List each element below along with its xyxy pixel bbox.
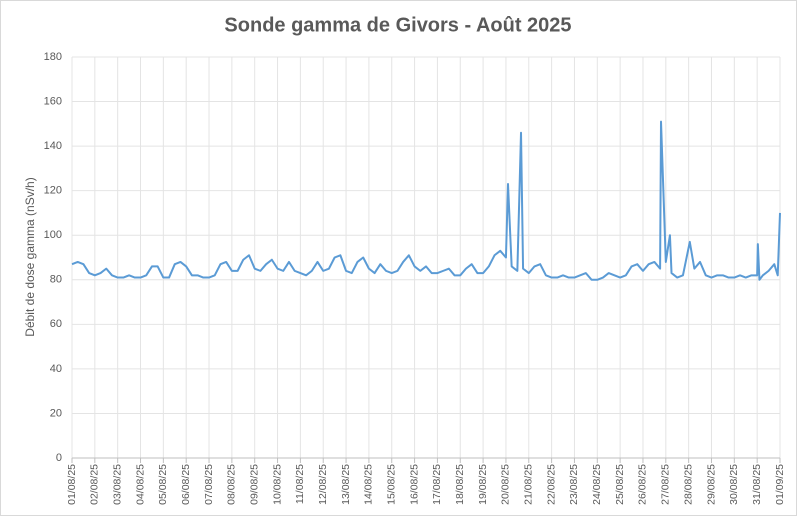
y-tick-label: 20	[50, 407, 62, 419]
data-line	[71, 120, 781, 281]
x-tick-label: 07/08/25	[203, 464, 215, 505]
x-tick-label: 06/08/25	[180, 464, 192, 505]
x-tick-label: 10/08/25	[271, 464, 283, 505]
x-tick-label: 11/08/25	[294, 464, 306, 504]
x-tick-label: 04/08/25	[134, 464, 146, 505]
x-tick-label: 21/08/25	[523, 464, 535, 505]
x-tick-label: 13/08/25	[340, 464, 352, 505]
chart-title: Sonde gamma de Givors - Août 2025	[224, 14, 571, 36]
x-tick-label: 22/08/25	[545, 464, 557, 505]
x-tick-label: 28/08/25	[682, 464, 694, 505]
x-tick-label: 31/08/25	[751, 464, 763, 505]
x-tick-label: 18/08/25	[454, 464, 466, 505]
x-tick-label: 17/08/25	[431, 464, 443, 505]
y-tick-label: 0	[56, 452, 62, 464]
x-tick-label: 09/08/25	[248, 464, 260, 505]
x-tick-label: 24/08/25	[591, 464, 603, 505]
x-tick-label: 01/08/25	[66, 464, 78, 505]
x-tick-label: 26/08/25	[637, 464, 649, 505]
x-tick-label: 15/08/25	[386, 464, 398, 505]
x-tick-label: 20/08/25	[500, 464, 512, 505]
y-tick-label: 80	[50, 274, 62, 286]
x-tick-label: 03/08/25	[111, 464, 123, 505]
x-tick-label: 19/08/25	[477, 464, 489, 505]
x-tick-label: 25/08/25	[614, 464, 626, 505]
x-tick-label: 16/08/25	[408, 464, 420, 505]
y-axis-label: Débit de dose gamma (nSv/h)	[23, 177, 37, 336]
y-tick-label: 100	[44, 229, 62, 241]
x-tick-label: 23/08/25	[568, 464, 580, 505]
y-tick-label: 120	[44, 185, 62, 197]
x-tick-label: 29/08/25	[705, 464, 717, 505]
y-tick-label: 60	[50, 318, 62, 330]
x-tick-label: 08/08/25	[226, 464, 238, 505]
x-tick-label: 05/08/25	[157, 464, 169, 505]
x-tick-label: 30/08/25	[728, 464, 740, 505]
y-tick-label: 160	[44, 95, 62, 107]
x-tick-label: 14/08/25	[363, 464, 375, 505]
x-tick-label: 01/09/25	[774, 464, 786, 505]
y-tick-label: 140	[44, 140, 62, 152]
y-tick-label: 180	[44, 51, 62, 63]
x-tick-label: 12/08/25	[317, 464, 329, 505]
x-tick-label: 02/08/25	[89, 464, 101, 505]
x-tick-label: 27/08/25	[660, 464, 672, 505]
y-tick-label: 40	[50, 363, 62, 375]
